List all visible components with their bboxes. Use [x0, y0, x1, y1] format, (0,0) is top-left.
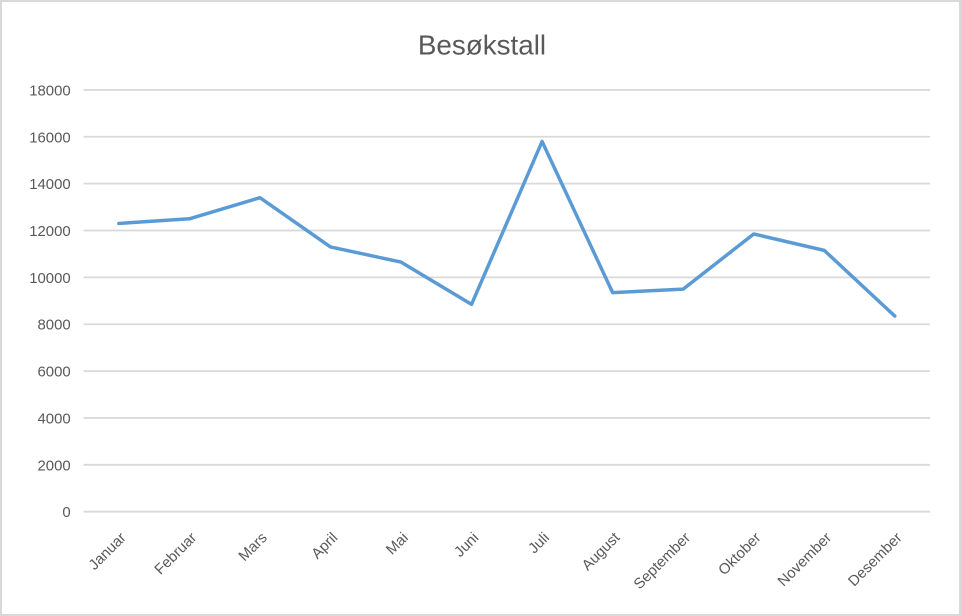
y-axis-tick-label: 14000 — [29, 177, 70, 193]
y-axis-tick-label: 4000 — [38, 411, 71, 427]
y-axis-tick-label: 12000 — [29, 224, 70, 240]
x-axis-tick-label: August — [579, 529, 624, 574]
x-axis-tick-label: Mai — [384, 530, 412, 558]
x-axis-tick-label: Juli — [526, 530, 553, 557]
y-axis-tick-label: 0 — [62, 505, 70, 521]
x-axis-tick-label: Juni — [452, 530, 483, 561]
chart-title: Besøkstall — [418, 30, 546, 61]
x-axis-tick-label: November — [775, 530, 835, 590]
x-axis-tick-label: Oktober — [716, 530, 765, 579]
data-series-line — [117, 139, 897, 318]
y-axis-tick-label: 16000 — [29, 130, 70, 146]
y-axis-tick-label: 2000 — [38, 458, 71, 474]
x-axis-tick-label: Januar — [86, 530, 130, 574]
gridlines — [83, 89, 931, 513]
y-axis-tick-label: 10000 — [29, 271, 70, 287]
x-axis-tick-label: Februar — [152, 530, 200, 578]
y-axis-tick-label: 18000 — [29, 83, 70, 99]
x-axis-tick-label: Desember — [846, 530, 906, 590]
x-axis-tick-label: September — [631, 530, 694, 593]
y-axis-tick-label: 6000 — [38, 365, 71, 381]
y-axis-labels: 0 2000 4000 6000 8000 10000 12000 14000 16000 180… — [29, 83, 70, 521]
x-axis-tick-label: Mars — [236, 530, 271, 565]
x-axis-tick-label: April — [309, 530, 341, 562]
x-axis-labels: Januar Februar Mars April Mai Juni Juli August S… — [86, 529, 905, 592]
y-axis-tick-label: 8000 — [38, 318, 71, 334]
